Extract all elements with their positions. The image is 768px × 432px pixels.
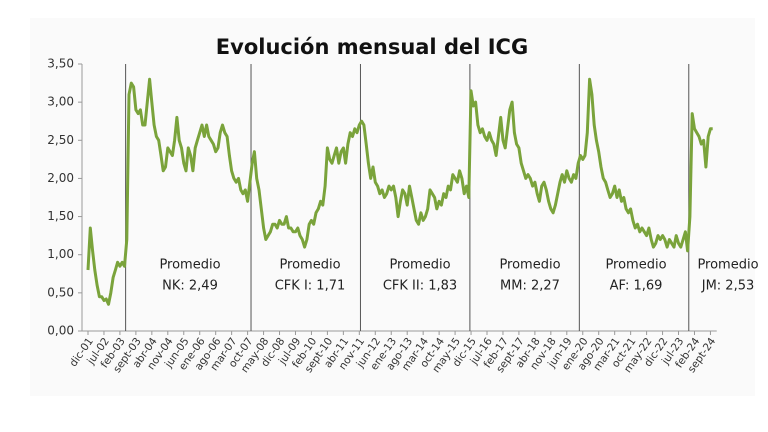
y-tick-label: 0,50: [47, 285, 74, 299]
chart-title: Evolución mensual del ICG: [216, 35, 528, 59]
annotation: Promedio: [159, 258, 220, 273]
annotation: Promedio: [605, 258, 666, 273]
y-tick-label: 2,50: [47, 133, 74, 147]
y-tick-label: 2,00: [47, 171, 74, 185]
annotation: MM: 2,27: [500, 279, 560, 294]
y-tick-label: 3,00: [47, 95, 74, 109]
y-tick-label: 1,00: [47, 247, 74, 261]
annotation: Promedio: [279, 258, 340, 273]
y-tick-label: 1,50: [47, 209, 74, 223]
annotation: Promedio: [389, 258, 450, 273]
y-tick-label: 0,00: [47, 324, 74, 338]
data-line: [86, 77, 713, 306]
annotation: CFK I: 1,71: [275, 279, 346, 294]
annotation: JM: 2,53: [701, 279, 755, 294]
annotation: NK: 2,49: [162, 279, 218, 294]
annotation: Promedio: [499, 258, 560, 273]
annotation: CFK II: 1,83: [383, 279, 457, 294]
y-tick-label: 3,50: [47, 57, 74, 71]
annotation: AF: 1,69: [610, 279, 663, 294]
annotation: Promedio: [697, 258, 758, 273]
